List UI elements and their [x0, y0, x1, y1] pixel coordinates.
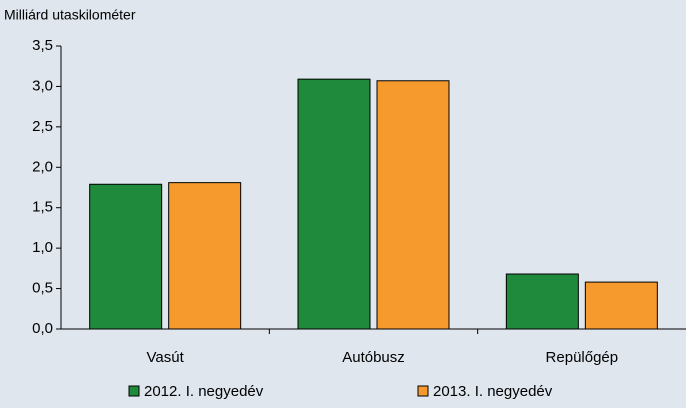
- x-tick-label: Vasút: [147, 349, 185, 366]
- y-tick-label: 0,0: [32, 320, 53, 337]
- y-tick-label: 2,5: [32, 118, 53, 135]
- bar: [89, 183, 163, 330]
- x-tick-label: Autóbusz: [342, 349, 405, 366]
- legend-swatch: [417, 385, 429, 397]
- y-tick-label: 2,0: [32, 158, 53, 175]
- legend-label: 2013. I. negyedév: [433, 383, 553, 400]
- y-tick-label: 1,0: [32, 239, 53, 256]
- y-tick-label: 0,5: [32, 280, 53, 297]
- y-axis-label: Milliárd utaskilométer: [4, 7, 136, 23]
- bar: [584, 281, 658, 330]
- bar: [297, 78, 371, 330]
- y-tick-label: 3,5: [32, 37, 53, 54]
- legend-swatch: [128, 385, 140, 397]
- x-tick-label: Repülőgép: [546, 349, 619, 366]
- bar: [376, 80, 450, 330]
- bar: [168, 182, 242, 330]
- y-tick-label: 3,0: [32, 77, 53, 94]
- legend-label: 2012. I. negyedév: [144, 383, 264, 400]
- y-tick-label: 1,5: [32, 199, 53, 216]
- bar: [505, 273, 579, 330]
